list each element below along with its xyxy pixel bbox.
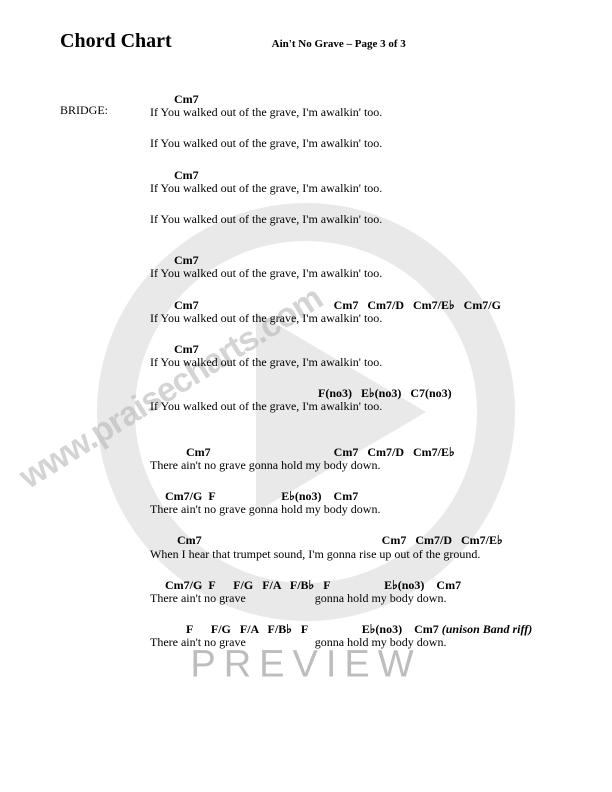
chord-line: Cm7 Cm7 Cm7/D Cm7/E♭ — [150, 446, 552, 459]
lyric-line: There ain't no grave gonna hold my body … — [150, 592, 552, 605]
page-header: Chord Chart Ain't No Grave – Page 3 of 3 — [60, 30, 552, 53]
lyric-group: Cm7 If You walked out of the grave, I'm … — [150, 254, 552, 280]
chord-chart-page: Chord Chart Ain't No Grave – Page 3 of 3… — [0, 0, 612, 792]
page-number-info: Ain't No Grave – Page 3 of 3 — [272, 38, 406, 50]
lyric-group: Cm7 If You walked out of the grave, I'm … — [150, 343, 552, 369]
chord-line: Cm7/G F F/G F/A F/B♭ F E♭(no3) Cm7 — [150, 579, 552, 592]
lyric-line: If You walked out of the grave, I'm awal… — [150, 356, 552, 369]
lyric-line: If You walked out of the grave, I'm awal… — [150, 213, 552, 226]
lyric-line: If You walked out of the grave, I'm awal… — [150, 137, 552, 150]
lyric-line: If You walked out of the grave, I'm awal… — [150, 267, 552, 280]
lyric-group: F(no3) E♭(no3) C7(no3) If You walked out… — [150, 387, 552, 413]
lyric-group: Cm7 Cm7 Cm7/D Cm7/E♭ There ain't no grav… — [150, 446, 552, 472]
lyric-group: Cm7/G F E♭(no3) Cm7 There ain't no grave… — [150, 490, 552, 516]
lyric-group: Cm7/G F F/G F/A F/B♭ F E♭(no3) Cm7 There… — [150, 579, 552, 605]
section-label-bridge: BRIDGE: — [60, 103, 150, 118]
document-title: Chord Chart — [60, 30, 172, 53]
lyric-group: Cm7 If You walked out of the grave, I'm … — [150, 169, 552, 195]
lyric-group: If You walked out of the grave, I'm awal… — [150, 213, 552, 226]
lyric-line: There ain't no grave gonna hold my body … — [150, 636, 552, 649]
bridge-first-line: BRIDGE: Cm7 If You walked out of the gra… — [60, 93, 552, 119]
lyric-group: F F/G F/A F/B♭ F E♭(no3) Cm7 (unison Ban… — [150, 623, 552, 649]
chord-line: Cm7 Cm7 Cm7/D Cm7/E♭ Cm7/G — [150, 299, 552, 312]
lyric-group: Cm7 Cm7 Cm7/D Cm7/E♭ Cm7/G If You walked… — [150, 299, 552, 325]
lyric-line: If You walked out of the grave, I'm awal… — [150, 106, 382, 119]
lyrics-block: If You walked out of the grave, I'm awal… — [150, 137, 552, 649]
lyric-line: If You walked out of the grave, I'm awal… — [150, 400, 552, 413]
lyric-line: There ain't no grave gonna hold my body … — [150, 503, 552, 516]
lyric-line: When I hear that trumpet sound, I'm gonn… — [150, 548, 552, 561]
chord-line: Cm7 — [150, 169, 552, 182]
lyric-line: If You walked out of the grave, I'm awal… — [150, 182, 552, 195]
chord-line: Cm7 Cm7 Cm7/D Cm7/E♭ — [150, 534, 552, 547]
lyric-group: Cm7 Cm7 Cm7/D Cm7/E♭ When I hear that tr… — [150, 534, 552, 560]
lyric-group: If You walked out of the grave, I'm awal… — [150, 137, 552, 150]
lyric-line: If You walked out of the grave, I'm awal… — [150, 312, 552, 325]
lyric-line: There ain't no grave gonna hold my body … — [150, 459, 552, 472]
